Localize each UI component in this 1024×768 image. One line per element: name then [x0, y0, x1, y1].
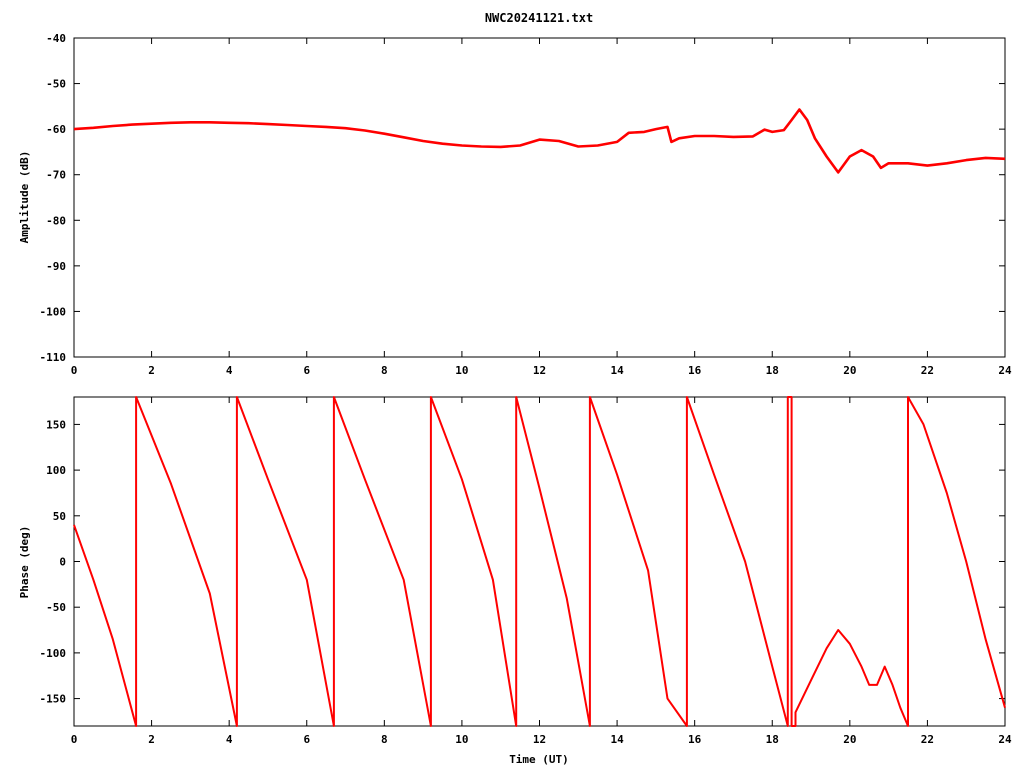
amplitude-y-tick-label-neg100: -100: [40, 305, 67, 318]
phase-x-tick-label-0: 0: [71, 733, 78, 746]
amplitude-y-tick-label-neg70: -70: [46, 169, 66, 182]
phase-y-tick-label-neg50: -50: [46, 601, 66, 614]
phase-x-tick-label-10: 10: [455, 733, 468, 746]
phase-x-tick-label-24: 24: [998, 733, 1012, 746]
phase-x-tick-label-8: 8: [381, 733, 388, 746]
amplitude-y-tick-label-neg110: -110: [40, 351, 67, 364]
amplitude-x-tick-label-16: 16: [688, 364, 702, 377]
amplitude-panel: 0 2 4 6 8 10 12 14 16 18 20 22 24 -40-50-60-70-80-90…: [18, 32, 1012, 377]
amplitude-x-tick-label-0: 0: [71, 364, 78, 377]
amplitude-x-tick-label-22: 22: [921, 364, 934, 377]
amplitude-series-line: [73, 108, 1006, 174]
amplitude-x-tick-label-20: 20: [843, 364, 856, 377]
phase-x-tick-label-18: 18: [766, 733, 779, 746]
phase-y-tick-label-50: 50: [53, 510, 66, 523]
amplitude-x-tick-label-24: 24: [998, 364, 1012, 377]
phase-y-tick-label-150: 150: [46, 418, 66, 431]
amplitude-x-tick-label-4: 4: [226, 364, 233, 377]
amplitude-plot-frame: [73, 37, 1006, 358]
phase-x-tick-label-14: 14: [610, 733, 624, 746]
phase-y-axis-label: Phase (deg): [18, 526, 31, 599]
amplitude-y-tick-label-neg80: -80: [46, 214, 66, 227]
amplitude-y-tick-label-neg90: -90: [46, 260, 66, 273]
phase-y-tick-label-0: 0: [59, 556, 66, 569]
amplitude-x-tick-label-14: 14: [610, 364, 624, 377]
amplitude-x-tick-label-10: 10: [455, 364, 468, 377]
phase-y-tick-label-neg100: -100: [40, 647, 67, 660]
amplitude-x-tick-label-18: 18: [766, 364, 779, 377]
amplitude-x-tick-label-2: 2: [148, 364, 155, 377]
phase-x-tick-label-16: 16: [688, 733, 702, 746]
phase-x-tick-label-4: 4: [226, 733, 233, 746]
phase-series-line: [73, 396, 1006, 727]
amplitude-x-tick-label-12: 12: [533, 364, 546, 377]
phase-x-tick-label-20: 20: [843, 733, 856, 746]
phase-x-tick-label-2: 2: [148, 733, 155, 746]
amplitude-y-axis-label: Amplitude (dB): [18, 151, 31, 244]
phase-x-tick-label-6: 6: [303, 733, 310, 746]
amplitude-y-tick-label-neg50: -50: [46, 78, 66, 91]
phase-y-tick-label-neg150: -150: [40, 693, 67, 706]
phase-y-tick-label-100: 100: [46, 464, 66, 477]
amplitude-y-tick-label-neg40: -40: [46, 32, 66, 45]
amplitude-x-tick-label-8: 8: [381, 364, 388, 377]
phase-x-tick-label-12: 12: [533, 733, 546, 746]
phase-panel: 0 2 4 6 8 10 12 14 16 18 20 22 24 150100500-50-100-1…: [18, 396, 1012, 766]
amplitude-x-tick-label-6: 6: [303, 364, 310, 377]
phase-x-tick-label-22: 22: [921, 733, 934, 746]
chart-title: NWC20241121.txt: [485, 11, 593, 25]
phase-x-axis-label: Time (UT): [509, 753, 569, 766]
amplitude-y-tick-label-neg60: -60: [46, 123, 66, 136]
